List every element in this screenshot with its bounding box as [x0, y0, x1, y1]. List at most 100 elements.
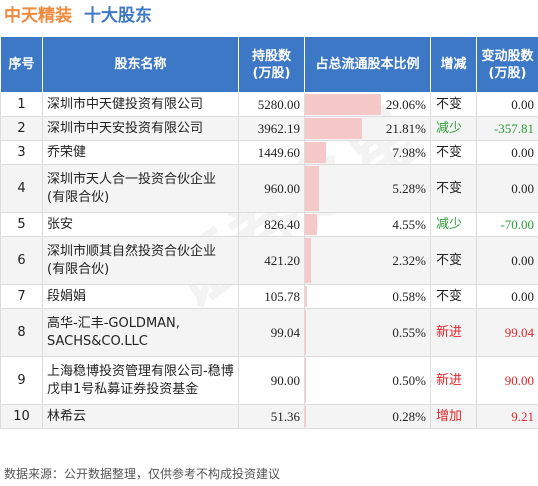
ratio-value: 7.98% [392, 144, 426, 160]
cell-shares: 960.00 [238, 164, 305, 213]
cell-holder-name: 段娟娟 [42, 284, 239, 309]
table-row: 6 深圳市顺其自然投资合伙企业(有限合伙) 421.20 2.32% 不变 0.00 [0, 236, 538, 285]
ratio-value: 0.28% [392, 408, 426, 424]
ratio-value: 2.32% [392, 252, 426, 268]
ratio-bar [305, 286, 307, 307]
company-name: 中天精装 [4, 6, 72, 26]
table-header-row: 序号 股东名称 持股数 (万股) 占总流通股本比例 增减 变动股数 (万股) [0, 36, 538, 93]
ratio-bar [305, 214, 317, 235]
cell-holder-name: 深圳市天人合一投资合伙企业(有限合伙) [42, 164, 239, 213]
page-title: 中天精装 十大股东 [4, 4, 152, 28]
cell-change-type: 减少 [430, 116, 477, 141]
cell-holder-name: 张安 [42, 212, 239, 237]
cell-change-shares: 0.00 [476, 164, 538, 213]
table-row: 3 乔荣健 1449.60 7.98% 不变 0.00 [0, 140, 538, 165]
cell-ratio: 2.32% [304, 236, 431, 285]
table-row: 9 上海稳博投资管理有限公司-稳博戊申1号私募证券投资基金 90.00 0.50% 新进… [0, 356, 538, 405]
table-row: 5 张安 826.40 4.55% 减少 -70.00 [0, 212, 538, 237]
ratio-bar [305, 166, 319, 211]
cell-ratio: 0.58% [304, 284, 431, 309]
cell-change-shares: 0.00 [476, 236, 538, 285]
cell-change-shares: 9.21 [476, 404, 538, 429]
cell-change-type: 减少 [430, 212, 477, 237]
table-row: 4 深圳市天人合一投资合伙企业(有限合伙) 960.00 5.28% 不变 0.00 [0, 164, 538, 213]
cell-shares: 3962.19 [238, 116, 305, 141]
table-row: 8 高华-汇丰-GOLDMAN, SACHS&CO.LLC 99.04 0.55% 新进… [0, 308, 538, 357]
cell-change-type: 新进 [430, 308, 477, 357]
column-header-ratio: 占总流通股本比例 [304, 36, 431, 93]
cell-shares: 5280.00 [238, 92, 305, 117]
ratio-bar [305, 358, 307, 403]
table-row: 10 林希云 51.36 0.28% 增加 9.21 [0, 404, 538, 429]
cell-holder-name: 上海稳博投资管理有限公司-稳博戊申1号私募证券投资基金 [42, 356, 239, 405]
cell-change-shares: -357.81 [476, 116, 538, 141]
cell-shares: 90.00 [238, 356, 305, 405]
cell-ratio: 5.28% [304, 164, 431, 213]
ratio-bar [305, 238, 312, 283]
table-row: 2 深圳市中天安投资有限公司 3962.19 21.81% 减少 -357.81 [0, 116, 538, 141]
column-header-name: 股东名称 [42, 36, 239, 93]
cell-change-type: 增加 [430, 404, 477, 429]
cell-change-shares: 0.00 [476, 92, 538, 117]
cell-change-shares: 0.00 [476, 140, 538, 165]
cell-ratio: 0.55% [304, 308, 431, 357]
table-row: 7 段娟娟 105.78 0.58% 不变 0.00 [0, 284, 538, 309]
shareholders-table: 序号 股东名称 持股数 (万股) 占总流通股本比例 增减 变动股数 (万股) 1… [0, 36, 538, 429]
cell-change-type: 不变 [430, 92, 477, 117]
cell-index: 7 [0, 284, 43, 309]
cell-change-shares: 99.04 [476, 308, 538, 357]
column-header-shares: 持股数 (万股) [238, 36, 305, 93]
cell-ratio: 29.06% [304, 92, 431, 117]
ratio-value: 21.81% [385, 120, 426, 136]
cell-ratio: 0.50% [304, 356, 431, 405]
cell-holder-name: 林希云 [42, 404, 239, 429]
data-source-note: 数据来源：公开数据整理，仅供参考不构成投资建议 [4, 467, 281, 481]
cell-change-type: 不变 [430, 140, 477, 165]
cell-ratio: 21.81% [304, 116, 431, 141]
cell-change-type: 不变 [430, 164, 477, 213]
cell-change-type: 不变 [430, 236, 477, 285]
ratio-value: 29.06% [385, 96, 426, 112]
ratio-bar [305, 142, 326, 163]
cell-change-shares: 90.00 [476, 356, 538, 405]
cell-index: 3 [0, 140, 43, 165]
section-title: 十大股东 [84, 6, 152, 26]
ratio-bar [305, 118, 363, 139]
cell-change-type: 新进 [430, 356, 477, 405]
cell-shares: 826.40 [238, 212, 305, 237]
cell-index: 1 [0, 92, 43, 117]
cell-holder-name: 深圳市中天安投资有限公司 [42, 116, 239, 141]
ratio-value: 0.55% [392, 324, 426, 340]
cell-holder-name: 乔荣健 [42, 140, 239, 165]
cell-holder-name: 高华-汇丰-GOLDMAN, SACHS&CO.LLC [42, 308, 239, 357]
cell-index: 6 [0, 236, 43, 285]
ratio-bar [305, 310, 307, 355]
column-header-index: 序号 [0, 36, 43, 93]
column-header-change-type: 增减 [430, 36, 477, 93]
cell-change-type: 不变 [430, 284, 477, 309]
table-body: 1 深圳市中天健投资有限公司 5280.00 29.06% 不变 0.00 2 深圳市中天安投… [0, 92, 538, 429]
ratio-value: 4.55% [392, 216, 426, 232]
table-row: 1 深圳市中天健投资有限公司 5280.00 29.06% 不变 0.00 [0, 92, 538, 117]
cell-shares: 51.36 [238, 404, 305, 429]
cell-shares: 105.78 [238, 284, 305, 309]
cell-ratio: 4.55% [304, 212, 431, 237]
cell-ratio: 7.98% [304, 140, 431, 165]
cell-index: 9 [0, 356, 43, 405]
ratio-value: 0.50% [392, 372, 426, 388]
cell-change-shares: 0.00 [476, 284, 538, 309]
cell-shares: 421.20 [238, 236, 305, 285]
ratio-bar [305, 406, 306, 427]
cell-change-shares: -70.00 [476, 212, 538, 237]
cell-holder-name: 深圳市顺其自然投资合伙企业(有限合伙) [42, 236, 239, 285]
cell-index: 2 [0, 116, 43, 141]
cell-index: 10 [0, 404, 43, 429]
ratio-bar [305, 94, 381, 115]
ratio-value: 5.28% [392, 180, 426, 196]
cell-shares: 99.04 [238, 308, 305, 357]
cell-index: 8 [0, 308, 43, 357]
cell-holder-name: 深圳市中天健投资有限公司 [42, 92, 239, 117]
column-header-change: 变动股数 (万股) [476, 36, 538, 93]
cell-ratio: 0.28% [304, 404, 431, 429]
cell-index: 4 [0, 164, 43, 213]
